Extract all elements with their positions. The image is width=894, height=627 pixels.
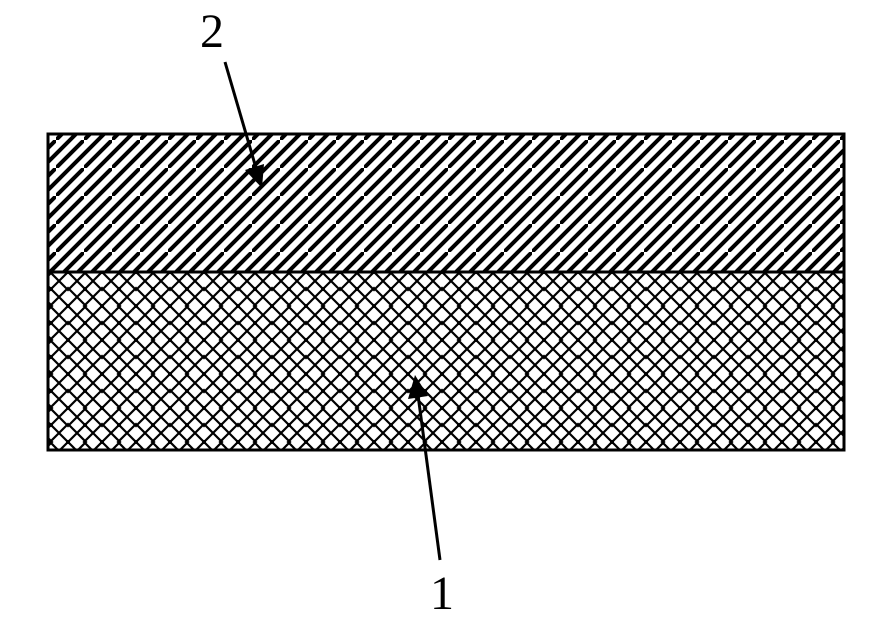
layer-2-rect <box>48 134 844 272</box>
diagram-svg <box>0 0 894 627</box>
label-layer-2: 2 <box>200 8 224 56</box>
label-layer-1: 1 <box>430 570 454 618</box>
layer-1-rect <box>48 272 844 450</box>
figure-canvas: 2 1 <box>0 0 894 627</box>
